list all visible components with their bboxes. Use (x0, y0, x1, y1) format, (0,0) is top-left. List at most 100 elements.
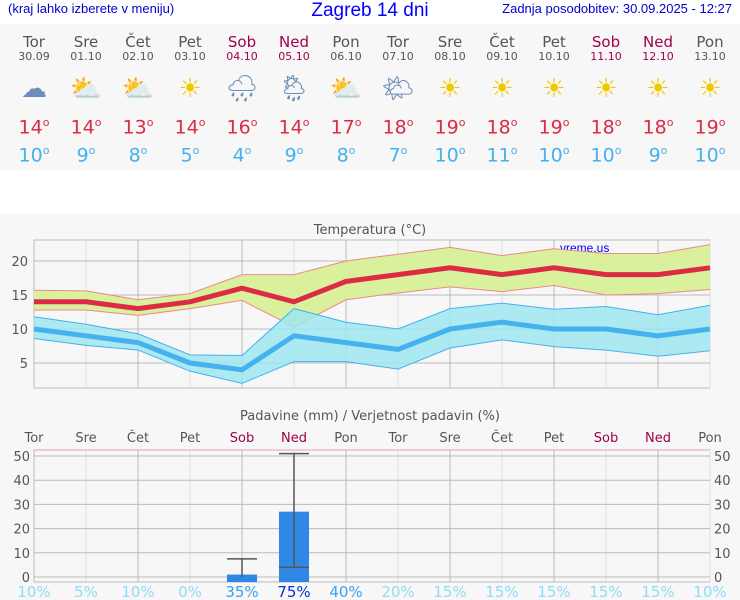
day-name: Sre (73, 33, 99, 51)
day-column: Čet 09.10 ☀ 18o 11o (476, 34, 528, 166)
day-name: Pon (696, 33, 724, 51)
day-name: Tor (387, 33, 409, 51)
x-day-label: Čet (491, 430, 513, 446)
day-date: 10.10 (538, 50, 570, 63)
day-column: Tor 07.10 🌤 18o 7o (372, 34, 424, 166)
band-lower-line (34, 284, 711, 328)
sun-icon: ☀ (594, 74, 618, 104)
x-day-label: Ned (281, 431, 307, 446)
day-date: 01.10 (70, 50, 102, 63)
sun-icon: ☀ (490, 74, 514, 104)
min-temp: 8o (128, 144, 148, 167)
y-tick-label: 0 (22, 571, 30, 586)
max-temp-line (34, 265, 711, 312)
probability-label: 75% (277, 583, 310, 600)
min-temp: 4o (232, 144, 252, 167)
day-name: Čet (125, 33, 151, 51)
partly-cloudy-icon: ⛅ (121, 74, 155, 104)
day-date: 12.10 (642, 50, 674, 63)
precip-bar (227, 574, 257, 582)
day-column: Sre 01.10 ⛅ 14o 9o (60, 34, 112, 166)
day-column: Pet 10.10 ☀ 19o 10o (528, 34, 580, 166)
day-column: Ned 12.10 ☀ 18o 9o (632, 34, 684, 166)
day-date: 09.10 (486, 50, 518, 63)
max-temp: 18o (486, 116, 518, 139)
x-day-label: Čet (127, 430, 149, 446)
header-bar: (kraj lahko izberete v meniju) Zagreb 14… (0, 0, 740, 24)
y-tick-label-right: 50 (714, 450, 731, 465)
min-temp: 10o (538, 144, 570, 167)
probability-label: 10% (17, 583, 50, 600)
day-date: 08.10 (434, 50, 466, 63)
day-column: Sob 11.10 ☀ 18o 10o (580, 34, 632, 166)
precip-chart-title: Padavine (mm) / Verjetnost padavin (%) (240, 409, 500, 424)
day-column: Pet 03.10 ☀ 14o 5o (164, 34, 216, 166)
mostly-sunny-icon: 🌤 (381, 74, 415, 104)
day-date: 13.10 (694, 50, 726, 63)
min-temp: 9o (648, 144, 668, 167)
x-day-label: Pon (698, 431, 722, 446)
probability-label: 15% (485, 583, 518, 600)
max-temp: 16o (226, 116, 258, 139)
y-tick-label-right: 10 (714, 547, 731, 562)
day-column: Tor 30.09 ☁ 14o 10o (8, 34, 60, 166)
y-tick-label: 20 (11, 255, 28, 270)
probability-label: 15% (589, 583, 622, 600)
max-temp: 19o (538, 116, 570, 139)
x-day-label: Sob (230, 431, 254, 446)
x-day-label: Tor (387, 431, 408, 446)
y-tick-label: 40 (13, 474, 30, 489)
day-column: Sob 04.10 🌧 16o 4o (216, 34, 268, 166)
day-name: Tor (23, 33, 45, 51)
x-day-label: Pon (334, 431, 358, 446)
max-temp: 19o (434, 116, 466, 139)
day-name: Sre (437, 33, 463, 51)
min-temp: 10o (18, 144, 50, 167)
min-temp: 11o (486, 144, 518, 167)
probability-label: 20% (381, 583, 414, 600)
page-title: Zagreb 14 dni (311, 0, 429, 21)
min-temp: 10o (694, 144, 726, 167)
min-temp: 10o (434, 144, 466, 167)
precip-plot-area (33, 449, 711, 583)
day-date: 06.10 (330, 50, 362, 63)
sun-icon: ☀ (698, 74, 722, 104)
y-tick-label: 20 (13, 523, 30, 538)
y-tick-label: 30 (13, 498, 30, 513)
band-upper-line (33, 302, 711, 357)
day-name: Pet (542, 33, 566, 51)
day-date: 04.10 (226, 50, 258, 63)
probability-label: 35% (225, 583, 258, 600)
day-date: 11.10 (590, 50, 622, 63)
max-temp: 14o (18, 116, 50, 139)
y-tick-label-right: 20 (714, 523, 731, 538)
sun-rain-icon: 🌦 (277, 74, 311, 104)
x-day-label: Ned (645, 431, 671, 446)
day-name: Pet (178, 33, 202, 51)
y-tick-label: 10 (13, 547, 30, 562)
x-day-label: Sob (594, 431, 618, 446)
probability-label: 0% (178, 583, 202, 600)
day-date: 07.10 (382, 50, 414, 63)
max-temp: 13o (122, 116, 154, 139)
probability-label: 10% (121, 583, 154, 600)
last-updated: Zadnja posodobitev: 30.09.2025 - 12:27 (502, 1, 732, 16)
probability-label: 5% (74, 583, 98, 600)
spacer (0, 170, 740, 214)
probability-label: 15% (537, 583, 570, 600)
day-column: Sre 08.10 ☀ 19o 10o (424, 34, 476, 166)
day-name: Sob (591, 33, 621, 51)
max-temp: 18o (590, 116, 622, 139)
min-temp: 8o (336, 144, 356, 167)
band-lower-line (33, 338, 711, 384)
y-tick-label-right: 40 (714, 474, 731, 489)
min-temp: 7o (388, 144, 408, 167)
day-column: Pon 13.10 ☀ 19o 10o (684, 34, 736, 166)
max-temp: 19o (694, 116, 726, 139)
day-name: Čet (489, 33, 515, 51)
y-tick-label-right: 30 (714, 498, 731, 513)
x-day-label: Sre (75, 431, 96, 446)
max-temp: 14o (70, 116, 102, 139)
day-date: 30.09 (18, 50, 50, 63)
day-date: 05.10 (278, 50, 310, 63)
